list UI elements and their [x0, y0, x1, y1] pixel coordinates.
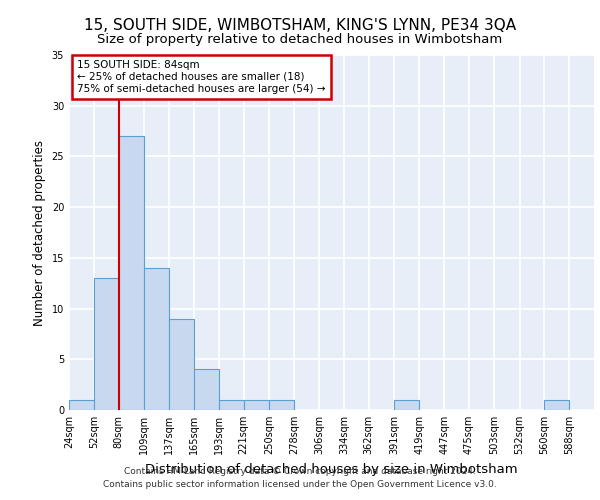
Text: Size of property relative to detached houses in Wimbotsham: Size of property relative to detached ho… — [97, 32, 503, 46]
Bar — [69, 400, 94, 410]
Bar — [219, 400, 244, 410]
Bar — [119, 136, 145, 410]
Bar — [394, 400, 419, 410]
Text: 15, SOUTH SIDE, WIMBOTSHAM, KING'S LYNN, PE34 3QA: 15, SOUTH SIDE, WIMBOTSHAM, KING'S LYNN,… — [84, 18, 516, 32]
Bar — [145, 268, 169, 410]
Text: Contains HM Land Registry data © Crown copyright and database right 2024.: Contains HM Land Registry data © Crown c… — [124, 467, 476, 476]
Bar — [169, 318, 194, 410]
Text: Contains public sector information licensed under the Open Government Licence v3: Contains public sector information licen… — [103, 480, 497, 489]
Bar — [194, 370, 219, 410]
Bar — [244, 400, 269, 410]
Bar — [269, 400, 294, 410]
Text: 15 SOUTH SIDE: 84sqm
← 25% of detached houses are smaller (18)
75% of semi-detac: 15 SOUTH SIDE: 84sqm ← 25% of detached h… — [77, 60, 325, 94]
Bar — [94, 278, 119, 410]
Y-axis label: Number of detached properties: Number of detached properties — [33, 140, 46, 326]
X-axis label: Distribution of detached houses by size in Wimbotsham: Distribution of detached houses by size … — [145, 462, 518, 475]
Bar — [544, 400, 569, 410]
